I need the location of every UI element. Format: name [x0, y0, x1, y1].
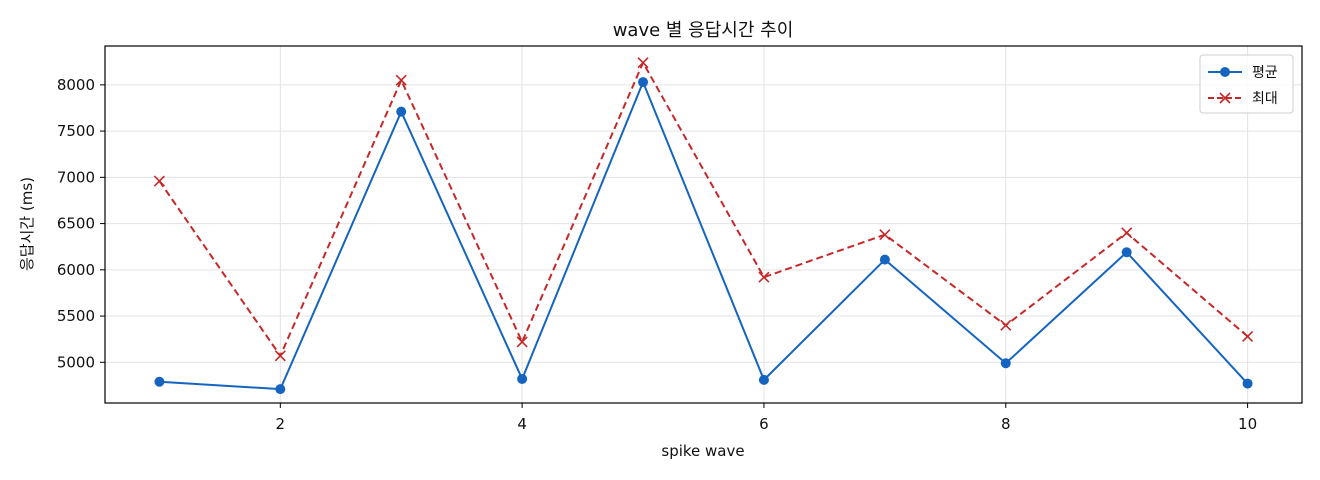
- data-point-stroke: [1242, 330, 1254, 342]
- series-mean: [154, 77, 1253, 395]
- x-tick-label: 10: [1238, 415, 1257, 433]
- data-point-stroke: [395, 74, 407, 86]
- data-point-stroke: [274, 350, 286, 362]
- data-point: [395, 74, 407, 86]
- x-tick-label: 8: [1001, 415, 1011, 433]
- y-tick-label: 8000: [57, 76, 95, 94]
- ticks: 2 4 6 8 10 5000 5500 6000 6500 7000 7500 8000: [57, 76, 1257, 433]
- data-point-stroke: [879, 229, 891, 241]
- data-point: [637, 57, 649, 69]
- chart-title: wave 별 응답시간 추이: [613, 20, 794, 41]
- legend-item: 평균: [1208, 65, 1278, 81]
- y-tick-label: 5500: [57, 307, 95, 325]
- x-tick-label: 4: [517, 415, 527, 433]
- series-line: [158, 61, 1249, 357]
- data-point: [396, 106, 407, 117]
- legend-label: 평균: [1252, 65, 1278, 81]
- data-point: [1000, 358, 1011, 369]
- series-line: [159, 81, 1249, 391]
- data-point-stroke: [758, 271, 770, 283]
- data-point: [154, 376, 165, 387]
- x-tick-label: 2: [276, 415, 286, 433]
- x-tick-label: 6: [759, 415, 769, 433]
- y-tick-label: 7500: [57, 122, 95, 140]
- data-point-stroke: [516, 336, 528, 348]
- data-point: [516, 336, 528, 348]
- legend-marker: [1220, 67, 1230, 77]
- plot-frame: [104, 45, 1303, 404]
- data-point: [1000, 319, 1012, 331]
- grid: [105, 46, 1302, 403]
- x-axis-title: spike wave: [661, 442, 744, 460]
- data-point: [758, 271, 770, 283]
- legend-marker-stroke: [1219, 92, 1231, 104]
- legend-label: 최대: [1252, 91, 1278, 107]
- data-point: [879, 229, 891, 241]
- y-tick-label: 5000: [57, 353, 95, 371]
- y-tick-label: 6500: [57, 215, 95, 233]
- data-point: [1121, 247, 1132, 258]
- series-max: [153, 57, 1254, 362]
- data-point: [638, 77, 649, 88]
- data-point: [275, 384, 286, 395]
- y-tick-label: 6000: [57, 261, 95, 279]
- series-layer: [153, 57, 1254, 395]
- y-axis-title: 응답시간 (ms): [18, 177, 36, 271]
- data-point: [879, 254, 890, 265]
- data-point: [274, 350, 286, 362]
- data-point: [758, 374, 769, 385]
- legend-marker: [1219, 92, 1231, 104]
- legend-box: [1199, 54, 1294, 114]
- data-point: [1242, 378, 1253, 389]
- data-point: [1121, 227, 1133, 239]
- data-point: [1242, 330, 1254, 342]
- legend-item: 최대: [1208, 91, 1278, 107]
- data-point-stroke: [637, 57, 649, 69]
- y-tick-label: 7000: [57, 168, 95, 186]
- data-point-stroke: [1000, 319, 1012, 331]
- data-point: [153, 175, 165, 187]
- data-point-stroke: [1121, 227, 1133, 239]
- data-point: [517, 373, 528, 384]
- data-point-stroke: [153, 175, 165, 187]
